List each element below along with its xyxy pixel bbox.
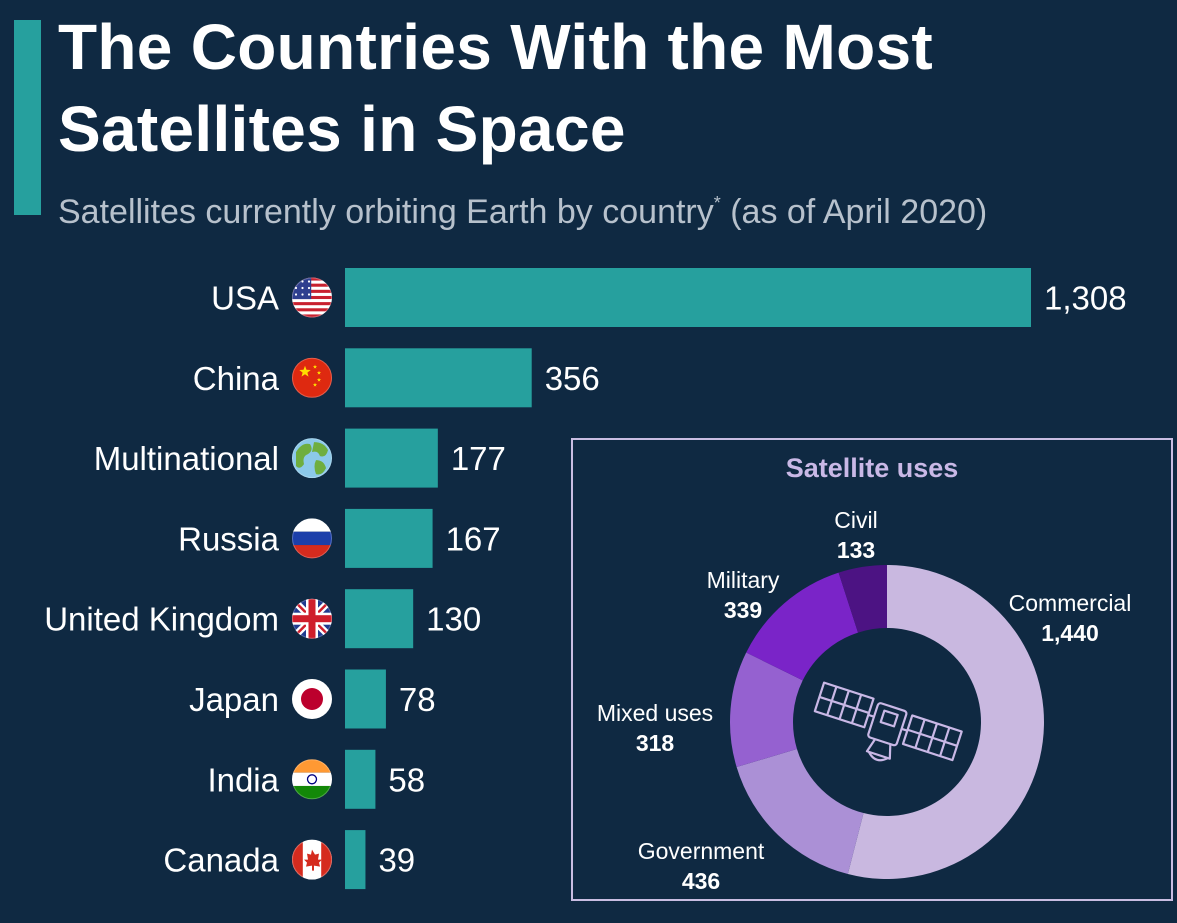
bar-row-multinational: Multinational 177 [94,428,506,488]
bar-row-canada: Canada 39 [163,830,415,890]
slice-label-military: Military [707,567,780,593]
category-label: United Kingdom [44,601,279,638]
canada-flag-icon [292,839,332,880]
bar [345,669,386,729]
bar [345,428,438,488]
bar [345,589,414,649]
value-label: 1,308 [1044,280,1127,317]
value-label: 177 [451,440,506,477]
bar [345,508,433,568]
bar-row-japan: Japan 78 [189,669,436,729]
japan-flag-icon [292,679,332,719]
value-label: 356 [545,360,600,397]
value-label: 167 [446,520,501,557]
satellite-uses-title: Satellite uses [785,453,959,483]
slice-value-commercial: 1,440 [1041,620,1099,646]
bar-row-india: India 58 [207,749,425,809]
category-label: Canada [163,842,279,879]
bar [345,348,532,408]
bar [345,830,366,890]
satellite-icon [813,681,963,762]
uk-flag-icon [292,598,332,639]
slice-label-government: Government [638,838,765,864]
bar-row-china: China 356 [193,348,600,408]
chart-title: The Countries With the Most Satellites i… [58,11,934,165]
category-label: Russia [178,520,280,557]
title-accent-bar [14,20,41,215]
subtitle-text: Satellites currently orbiting Earth by c… [58,193,714,231]
china-flag-icon [292,357,332,398]
donut-slice-military [746,572,859,681]
slice-value-civil: 133 [837,537,875,563]
bar-row-usa: USA 1,308 [211,268,1127,327]
bar-row-united-kingdom: United Kingdom 130 [44,589,481,649]
subtitle-date: (as of April 2020) [720,193,988,231]
chart-subtitle: Satellites currently orbiting Earth by c… [58,178,1168,237]
donut-slice-civil [838,565,887,633]
india-flag-icon [292,759,332,800]
slice-value-mixed-uses: 318 [636,730,675,756]
value-label: 39 [378,842,415,879]
slice-value-government: 436 [682,868,720,894]
category-label: Japan [189,681,279,718]
donut-slice-government [736,748,864,875]
category-label: USA [211,280,279,317]
donut-slice-commercial [847,565,1044,879]
satellite-uses-panel: Satellite uses Commercial 1,440 Government… [571,438,1173,901]
slice-label-commercial: Commercial [1009,590,1132,616]
bar [345,268,1031,327]
satellite-uses-donut: Commercial 1,440 Government 436 Mixed uses 31… [597,507,1132,894]
category-label: China [193,360,280,397]
bar-row-russia: Russia 167 [178,508,501,568]
category-label: India [207,761,279,798]
slice-value-military: 339 [724,597,762,623]
subtitle-footnote-marker: * [713,193,721,213]
value-label: 58 [388,761,425,798]
value-label: 130 [426,601,481,638]
russia-flag-icon [292,518,332,559]
globe-icon [292,438,332,479]
category-label: Multinational [94,440,279,477]
slice-label-mixed-uses: Mixed uses [597,700,713,726]
slice-label-civil: Civil [834,507,877,533]
bar [345,749,376,809]
donut-slice-mixed-uses [730,652,803,768]
usa-flag-icon [292,277,332,318]
value-label: 78 [399,681,436,718]
